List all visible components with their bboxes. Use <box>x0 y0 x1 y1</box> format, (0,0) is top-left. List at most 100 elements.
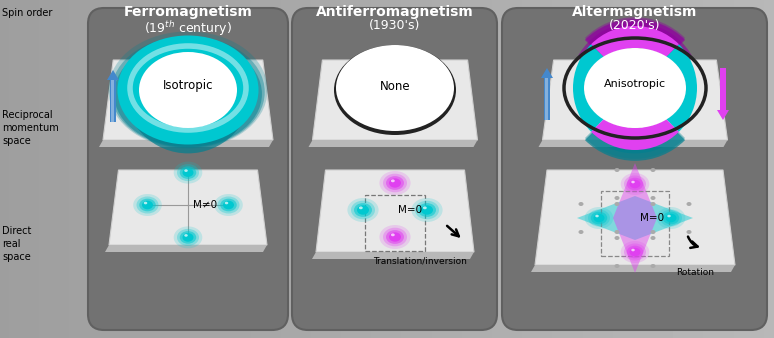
Polygon shape <box>107 70 119 80</box>
Ellipse shape <box>687 202 691 206</box>
Ellipse shape <box>389 232 401 242</box>
Text: Ferromagnetism: Ferromagnetism <box>124 5 252 19</box>
Ellipse shape <box>217 196 239 214</box>
Ellipse shape <box>386 176 404 190</box>
Ellipse shape <box>173 162 202 184</box>
Text: (1930's): (1930's) <box>369 19 421 32</box>
Ellipse shape <box>594 214 604 222</box>
Ellipse shape <box>629 180 641 188</box>
Ellipse shape <box>663 212 680 224</box>
Polygon shape <box>545 78 548 120</box>
Wedge shape <box>585 19 685 54</box>
Ellipse shape <box>412 198 443 222</box>
FancyBboxPatch shape <box>292 8 497 330</box>
Text: M≠0: M≠0 <box>193 200 217 210</box>
Text: M=0: M=0 <box>398 205 422 215</box>
Ellipse shape <box>650 230 656 234</box>
Polygon shape <box>103 60 273 140</box>
Ellipse shape <box>379 171 410 195</box>
Ellipse shape <box>656 207 685 229</box>
Polygon shape <box>316 170 474 252</box>
Polygon shape <box>99 140 273 147</box>
Ellipse shape <box>184 169 188 172</box>
Ellipse shape <box>183 233 194 242</box>
Wedge shape <box>570 88 700 153</box>
Ellipse shape <box>632 249 635 251</box>
Ellipse shape <box>624 175 646 193</box>
Polygon shape <box>109 170 267 245</box>
Ellipse shape <box>336 45 454 131</box>
Text: M=0: M=0 <box>640 213 664 223</box>
Bar <box>365 195 425 251</box>
Ellipse shape <box>650 168 656 172</box>
Ellipse shape <box>627 178 643 190</box>
Ellipse shape <box>629 248 641 256</box>
Ellipse shape <box>615 230 619 234</box>
Polygon shape <box>577 196 693 240</box>
Ellipse shape <box>224 202 228 204</box>
Polygon shape <box>720 68 726 110</box>
Ellipse shape <box>221 199 237 211</box>
Ellipse shape <box>183 168 194 177</box>
Ellipse shape <box>173 226 202 248</box>
Ellipse shape <box>621 241 649 263</box>
Ellipse shape <box>650 202 656 206</box>
Ellipse shape <box>180 166 197 179</box>
Ellipse shape <box>223 201 234 209</box>
Ellipse shape <box>139 52 237 128</box>
Ellipse shape <box>144 202 147 204</box>
Ellipse shape <box>578 202 584 206</box>
Text: Altermagnetism: Altermagnetism <box>572 5 697 19</box>
Text: Antiferromagnetism: Antiferromagnetism <box>316 5 474 19</box>
Ellipse shape <box>357 205 369 215</box>
Ellipse shape <box>379 225 410 249</box>
Ellipse shape <box>584 207 613 229</box>
Polygon shape <box>111 80 114 122</box>
Polygon shape <box>613 163 657 273</box>
Ellipse shape <box>687 230 691 234</box>
Ellipse shape <box>650 264 656 268</box>
Wedge shape <box>591 116 679 150</box>
Text: (2020's): (2020's) <box>609 19 661 32</box>
Ellipse shape <box>666 214 676 222</box>
Wedge shape <box>585 126 685 161</box>
Ellipse shape <box>421 205 433 215</box>
Text: Rotation: Rotation <box>676 268 714 277</box>
Ellipse shape <box>359 207 363 209</box>
Polygon shape <box>313 60 478 140</box>
Polygon shape <box>535 170 735 265</box>
Text: None: None <box>380 79 410 93</box>
FancyBboxPatch shape <box>88 8 288 330</box>
Ellipse shape <box>591 212 608 224</box>
Ellipse shape <box>632 181 635 183</box>
Ellipse shape <box>354 203 372 217</box>
Ellipse shape <box>386 230 404 244</box>
Ellipse shape <box>660 210 682 226</box>
Text: Direct
real
space: Direct real space <box>2 226 32 262</box>
Wedge shape <box>585 17 685 52</box>
Text: Anisotropic: Anisotropic <box>604 79 666 89</box>
Text: Isotropic: Isotropic <box>163 79 214 93</box>
Ellipse shape <box>383 174 407 192</box>
Text: (19$^{th}$ century): (19$^{th}$ century) <box>144 19 232 38</box>
Ellipse shape <box>588 210 610 226</box>
Ellipse shape <box>415 201 439 219</box>
Ellipse shape <box>177 229 199 246</box>
Polygon shape <box>539 140 728 147</box>
Polygon shape <box>309 140 478 147</box>
Ellipse shape <box>389 178 401 188</box>
Text: Translation/inversion: Translation/inversion <box>373 256 467 265</box>
Polygon shape <box>531 265 735 272</box>
Wedge shape <box>573 44 607 132</box>
Ellipse shape <box>348 198 378 222</box>
Polygon shape <box>543 60 728 140</box>
Ellipse shape <box>180 231 197 244</box>
Wedge shape <box>591 26 679 60</box>
Ellipse shape <box>621 173 649 195</box>
Polygon shape <box>312 252 474 259</box>
Ellipse shape <box>133 194 162 216</box>
Ellipse shape <box>391 234 395 236</box>
Ellipse shape <box>584 48 686 128</box>
Ellipse shape <box>142 201 153 209</box>
Wedge shape <box>663 44 697 132</box>
